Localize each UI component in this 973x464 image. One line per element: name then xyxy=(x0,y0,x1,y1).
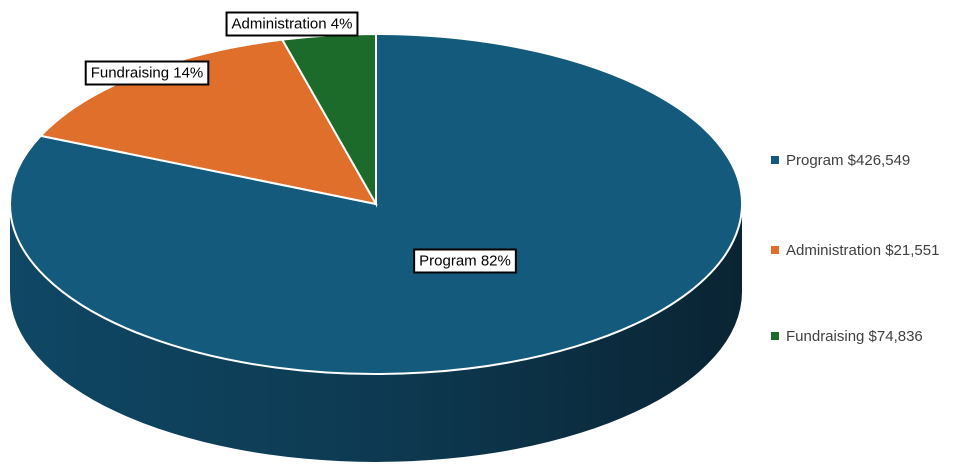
legend-label-fundraising: Fundraising $74,836 xyxy=(786,327,923,345)
legend-item-administration: Administration $21,551 xyxy=(771,240,971,260)
svg-text:Program 82%: Program 82% xyxy=(419,253,511,270)
legend-label-administration: Administration $21,551 xyxy=(786,241,940,259)
pie-data-labels: Program 82% Administration 4% Fundraising … xyxy=(84,11,517,274)
legend-item-program: Program $426,549 xyxy=(771,150,971,170)
svg-text:Administration 4%: Administration 4% xyxy=(232,16,353,33)
legend-swatch-administration xyxy=(771,246,779,254)
legend-item-fundraising: Fundraising $74,836 xyxy=(771,326,971,346)
chart-legend: Program $426,549 Administration $21,551 … xyxy=(771,150,971,412)
pie-slices xyxy=(9,32,743,375)
pie-side-wall xyxy=(10,204,742,462)
pie-3d-side xyxy=(10,204,742,462)
legend-swatch-program xyxy=(771,156,779,164)
legend-swatch-fundraising xyxy=(771,332,779,340)
label-administration: Administration 4% xyxy=(225,11,359,37)
label-program: Program 82% xyxy=(413,248,517,274)
svg-text:Fundraising 14%: Fundraising 14% xyxy=(91,65,204,82)
label-fundraising: Fundraising 14% xyxy=(84,60,210,86)
legend-label-program: Program $426,549 xyxy=(786,151,911,169)
